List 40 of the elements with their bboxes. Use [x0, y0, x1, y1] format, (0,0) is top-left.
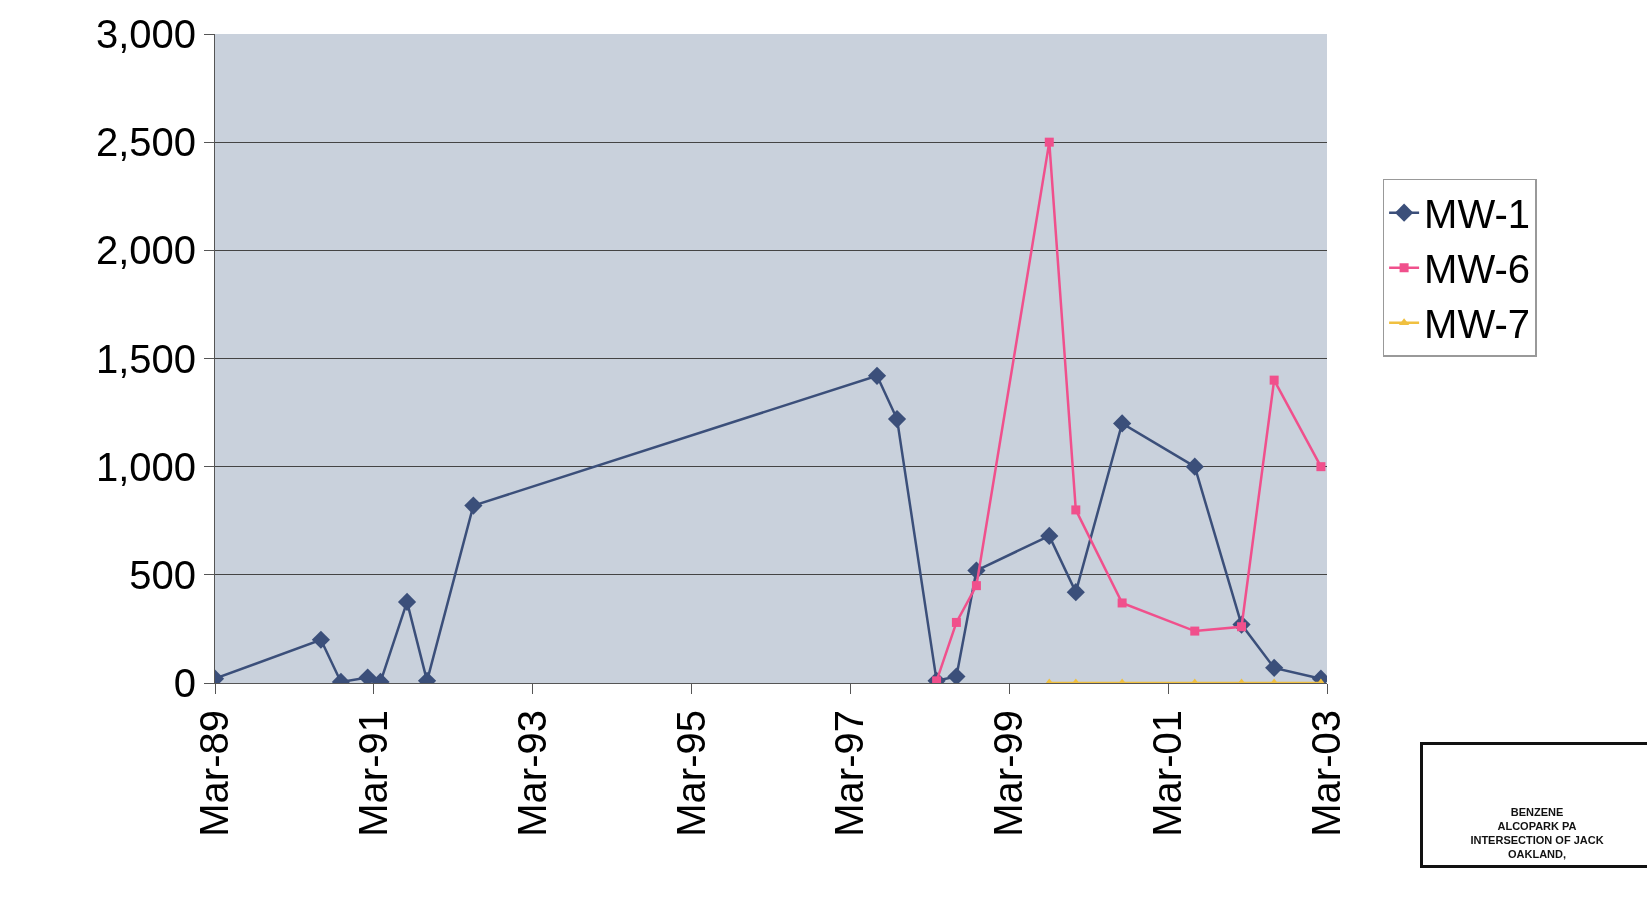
y-tick-label: 3,000	[95, 12, 196, 56]
point	[1066, 583, 1085, 602]
point	[1040, 526, 1059, 545]
x-tick-label: Mar-95	[668, 710, 713, 837]
point	[464, 496, 483, 515]
point	[1185, 457, 1204, 476]
x-tick-label: Mar-01	[1145, 710, 1190, 837]
y-tick-label: 0	[173, 661, 196, 705]
y-tick-label: 2,000	[95, 228, 196, 273]
point	[1316, 462, 1326, 472]
text: OAKLAND,	[1506, 847, 1568, 861]
x-tick-label: Mar-97	[827, 710, 872, 837]
point	[971, 581, 981, 591]
y-tick-label: 500	[129, 552, 196, 597]
point	[1071, 505, 1081, 515]
x-tick-label: Mar-91	[350, 710, 395, 837]
legend-label: MW-6	[1424, 247, 1531, 292]
point	[1113, 414, 1132, 433]
text: INTERSECTION OF JACK	[1469, 833, 1605, 847]
legend-label: MW-1	[1424, 192, 1531, 237]
x-tick-label: Mar-99	[986, 710, 1031, 837]
point	[397, 592, 417, 611]
x-tick-label: Mar-03	[1304, 710, 1348, 837]
x-tick-label: Mar-93	[509, 710, 554, 837]
point	[887, 409, 907, 429]
x-tick-label: Mar-89	[192, 710, 236, 837]
point	[1265, 658, 1284, 677]
y-tick-label: 2,500	[95, 120, 196, 165]
text: BENZENE	[1509, 805, 1565, 819]
point	[1117, 598, 1127, 608]
point	[867, 366, 887, 385]
point	[947, 667, 966, 683]
y-tick-label: 1,500	[95, 336, 196, 381]
legend-label: MW-7	[1424, 302, 1531, 347]
point	[951, 617, 961, 627]
point	[1269, 375, 1279, 385]
text: ALCOPARK PA	[1496, 819, 1578, 833]
point	[311, 630, 331, 649]
y-tick-label: 1,000	[95, 444, 196, 489]
point	[1190, 626, 1200, 636]
